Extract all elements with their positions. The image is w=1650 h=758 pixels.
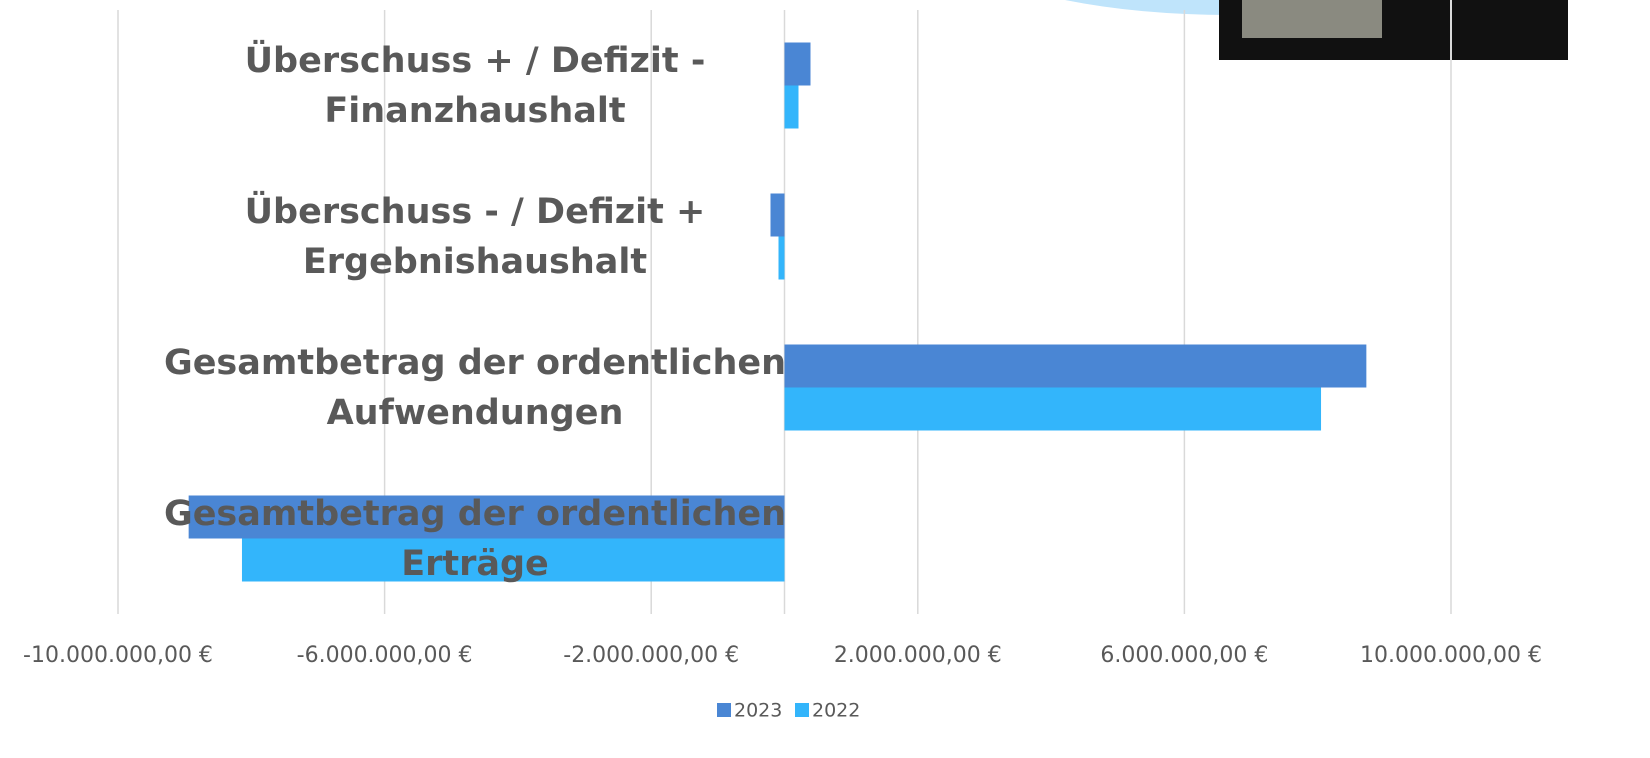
y-tick-label: Überschuss - / Defizit + Ergebnishaushal… xyxy=(135,187,815,287)
y-tick-label: Überschuss + / Defizit - Finanzhaushalt xyxy=(135,36,815,136)
legend-label: 2022 xyxy=(812,700,860,722)
legend-swatch xyxy=(717,703,731,717)
legend-swatch xyxy=(795,703,809,717)
video-building xyxy=(1242,0,1382,38)
decor-arc xyxy=(1065,0,1230,15)
y-tick-label: Gesamtbetrag der ordentlichen Aufwendung… xyxy=(135,338,815,438)
x-tick-label: 10.000.000,00 € xyxy=(1360,643,1542,668)
x-tick-label: -10.000.000,00 € xyxy=(23,643,213,668)
x-tick-label: 6.000.000,00 € xyxy=(1100,643,1268,668)
bar xyxy=(785,345,1367,388)
x-tick-label: -2.000.000,00 € xyxy=(563,643,739,668)
bar xyxy=(785,388,1322,431)
x-tick-label: -6.000.000,00 € xyxy=(297,643,473,668)
x-tick-label: 2.000.000,00 € xyxy=(834,643,1002,668)
y-tick-label: Gesamtbetrag der ordentlichen Erträge xyxy=(135,489,815,589)
page: -10.000.000,00 € -6.000.000,00 € -2.000.00… xyxy=(0,0,1650,758)
legend-label: 2023 xyxy=(734,700,782,722)
